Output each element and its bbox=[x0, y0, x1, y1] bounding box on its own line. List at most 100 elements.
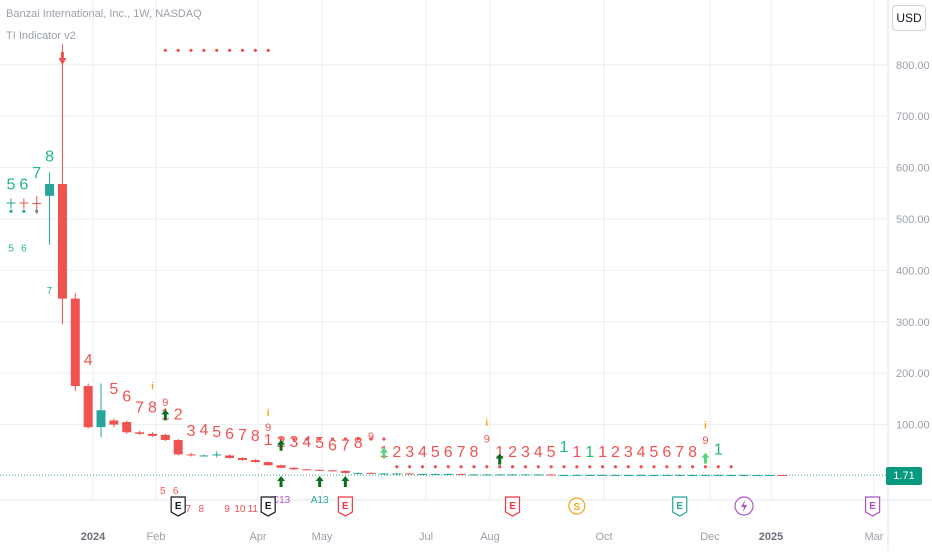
earnings-badge-letter: E bbox=[509, 501, 516, 512]
earnings-badge-shape bbox=[865, 496, 881, 517]
candle-body bbox=[508, 474, 518, 476]
signal-dot-red bbox=[549, 465, 553, 469]
candle-body bbox=[45, 184, 55, 196]
count-label: 4 bbox=[637, 444, 646, 461]
dividend-lightning-icon[interactable] bbox=[734, 496, 754, 516]
buy-arrow-icon bbox=[315, 476, 324, 487]
earnings-event-icon[interactable]: E bbox=[672, 496, 688, 517]
candle-body bbox=[147, 433, 157, 436]
count-label: 2 bbox=[392, 444, 401, 461]
buy-arrow-icon bbox=[277, 439, 286, 451]
y-tick-label: 700.00 bbox=[896, 111, 930, 123]
nine-label: 9 bbox=[702, 435, 708, 447]
count-label: 6 bbox=[444, 444, 453, 461]
candle-body bbox=[212, 454, 222, 456]
count-label: 1 bbox=[560, 439, 569, 456]
count-label: 8 bbox=[148, 399, 157, 416]
signal-dot-red bbox=[472, 465, 476, 469]
signal-dot-green bbox=[9, 209, 13, 213]
count-label: 5 bbox=[547, 444, 556, 461]
candle-body bbox=[263, 462, 273, 466]
count-label: 4 bbox=[418, 444, 427, 461]
earnings-badge-letter: E bbox=[869, 501, 876, 512]
nine-label: 9 bbox=[484, 434, 490, 446]
currency-button[interactable]: USD bbox=[892, 5, 926, 31]
earnings-event-icon[interactable]: E bbox=[260, 496, 276, 517]
signal-dot-red bbox=[356, 437, 360, 441]
earnings-badge-shape bbox=[170, 496, 186, 517]
signal-dot-red bbox=[562, 465, 566, 469]
signal-dot-red bbox=[266, 48, 270, 53]
signal-dot-green bbox=[22, 209, 26, 213]
signal-dot-red bbox=[382, 437, 386, 441]
count-label: 1 bbox=[264, 432, 273, 449]
count-label: 2 bbox=[508, 444, 517, 461]
earnings-event-icon[interactable]: E bbox=[337, 496, 353, 517]
candle-body bbox=[739, 474, 749, 476]
bottom-count-label: 10 bbox=[234, 504, 246, 515]
buy-arrow-icon bbox=[277, 476, 286, 487]
count-label: 1 bbox=[572, 444, 581, 461]
exclamation-marker: i bbox=[485, 418, 488, 429]
bottom-count-label: 6 bbox=[173, 486, 179, 497]
signal-dot-red bbox=[395, 465, 399, 469]
signal-dot-red bbox=[639, 465, 643, 469]
buy-arrow-icon bbox=[701, 452, 710, 464]
signal-dot-red bbox=[240, 48, 245, 53]
signal-dot-red bbox=[318, 437, 322, 441]
buy-arrow-icon bbox=[379, 447, 388, 459]
candle-body bbox=[173, 440, 183, 455]
candle-body bbox=[70, 298, 80, 387]
sell-arrow-icon bbox=[58, 52, 67, 65]
signal-dot-red bbox=[678, 465, 682, 469]
exclamation-marker: i bbox=[267, 408, 270, 419]
candle-body bbox=[276, 465, 286, 468]
candle-body bbox=[752, 474, 762, 476]
last-price-badge: 1.71 bbox=[886, 467, 922, 485]
buy-arrow-icon bbox=[161, 409, 170, 421]
candle-body bbox=[700, 474, 710, 476]
count-label: 5 bbox=[431, 444, 440, 461]
candle-body bbox=[456, 473, 466, 475]
signal-dot-red bbox=[626, 465, 630, 469]
count-label: 7 bbox=[32, 165, 41, 182]
candle-body bbox=[585, 474, 595, 476]
count-label: 5 bbox=[212, 424, 221, 441]
candle-body bbox=[199, 455, 209, 457]
signal-dot-red bbox=[163, 48, 167, 53]
signal-dot-red bbox=[588, 465, 592, 469]
candle-body bbox=[57, 184, 67, 299]
candle-body bbox=[109, 420, 119, 425]
split-event-icon[interactable]: S bbox=[568, 497, 586, 515]
x-tick-label: Apr bbox=[249, 531, 266, 543]
signal-dot-red bbox=[665, 465, 669, 469]
count-label: 6 bbox=[225, 426, 234, 443]
signal-dot-red bbox=[600, 465, 605, 469]
x-tick-label: Feb bbox=[147, 531, 166, 543]
signal-dot-red bbox=[228, 48, 232, 53]
candle-body bbox=[469, 474, 479, 476]
signal-dot-red bbox=[330, 437, 335, 441]
earnings-event-icon[interactable]: E bbox=[504, 496, 521, 517]
earnings-event-icon[interactable]: E bbox=[170, 496, 186, 517]
candle-body bbox=[520, 474, 530, 476]
buy-arrow-icon bbox=[495, 453, 504, 465]
count-label: 7 bbox=[341, 437, 350, 454]
signal-dot-red bbox=[176, 48, 180, 53]
indicator-title[interactable]: TI Indicator v2 bbox=[6, 30, 76, 42]
candle-body bbox=[315, 469, 325, 471]
candle-body bbox=[778, 474, 788, 476]
earnings-event-icon[interactable]: E bbox=[865, 496, 881, 517]
candle-body bbox=[366, 472, 376, 474]
candle-body bbox=[649, 474, 659, 476]
candle-body bbox=[392, 473, 402, 475]
candle-body bbox=[237, 458, 247, 461]
split-badge-shape bbox=[568, 497, 586, 515]
candle-body bbox=[289, 467, 299, 470]
signal-dot-red bbox=[189, 48, 193, 53]
candle-body bbox=[598, 474, 608, 476]
x-tick-label: 2025 bbox=[759, 531, 783, 543]
earnings-badge-letter: E bbox=[676, 501, 683, 512]
